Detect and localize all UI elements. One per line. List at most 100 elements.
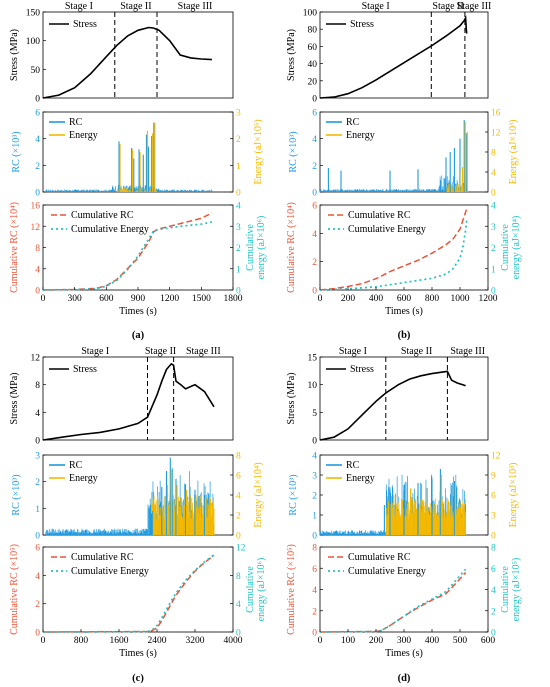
p3-x-tick-label: 400 [425, 636, 440, 646]
p0-stage-label: Stage I [65, 1, 93, 12]
p3-rc-y-tick-label: 4 [312, 452, 317, 462]
p3-stage-label: Stage II [401, 346, 432, 357]
p3-stress-y-tick-label: 10 [308, 381, 318, 391]
p2-cumen-ylabel-1: Cumulative [245, 566, 256, 613]
p2-cumen-line [42, 554, 215, 633]
p0-stress-frame [42, 11, 234, 99]
p0-x-tick-label: 1800 [224, 294, 243, 304]
p3-energy-ylabel: Energy (aJ×10³) [508, 463, 519, 528]
p0-stress-y-tick-label: 150 [26, 9, 41, 19]
p2-stress-y-tick-label: 0 [35, 437, 40, 447]
p3-rc-ylabel: RC (×10³) [288, 474, 299, 515]
p0-cumen-y-tick-label: 1 [236, 265, 241, 275]
p1-rc-y-tick-label: 4 [312, 135, 317, 145]
p3-x-tick-label: 600 [481, 636, 496, 646]
p1-stress-y-tick-label: 0 [312, 95, 317, 105]
p1-x-tick-label: 400 [369, 294, 384, 304]
p0-rc-y-tick-label: 2 [35, 162, 40, 172]
p3-energy-y-tick-label: 12 [491, 452, 501, 462]
p2-cumen-y-tick-label: 12 [236, 544, 246, 554]
p1-cumen-y-tick-label: 4 [491, 202, 496, 212]
p1-cumen-y-tick-label: 2 [491, 244, 496, 254]
p1-stress-legend: Stress [350, 19, 374, 30]
p1-energy-y-tick-label: 0 [491, 189, 496, 199]
p3-cumen-ylabel-2: energy (aJ×10⁵) [511, 558, 522, 622]
p1-energy-y-tick-label: 16 [491, 109, 501, 119]
p3-rc-y-tick-label: 0 [312, 532, 317, 542]
p2-cumrc-y-tick-label: 4 [35, 572, 40, 582]
p0-energy-y-tick-label: 3 [236, 109, 241, 119]
p3-energy-y-tick-label: 9 [491, 472, 496, 482]
p1-cumen-y-tick-label: 0 [491, 287, 496, 297]
p0-stage-label: Stage III [178, 1, 213, 12]
p3-stress-legend: Stress [350, 364, 374, 375]
p3-stage-label: Stage III [450, 346, 485, 357]
p1-x-tick-label: 0 [318, 294, 323, 304]
p0-stress-y-tick-label: 0 [35, 95, 40, 105]
p0-stress-y-tick-label: 50 [31, 66, 41, 76]
p2-cumen-ylabel-2: energy (aJ×10⁶) [256, 558, 267, 622]
p2-energy-legend: Energy [69, 473, 98, 484]
p3-x-tick-label: 100 [341, 636, 356, 646]
p1-cumrc-legend: Cumulative RC [348, 210, 411, 221]
p2-cumrc-line [42, 554, 215, 633]
p0-x-tick-label: 900 [131, 294, 146, 304]
p3-energy-y-tick-label: 6 [491, 492, 496, 502]
p1-energy-y-tick-label: 8 [491, 149, 496, 159]
p3-x-tick-label: 500 [453, 636, 468, 646]
p2-cumrc-legend: Cumulative RC [71, 552, 134, 563]
p1-x-tick-label: 1000 [451, 294, 470, 304]
p1-cumen-line [319, 217, 468, 291]
p3-cumen-y-tick-label: 8 [491, 544, 496, 554]
p0-x-tick-label: 300 [68, 294, 83, 304]
p1-x-tick-label: 1200 [479, 294, 498, 304]
p0-cumrc-line [42, 212, 213, 291]
p0-cumrc-y-tick-label: 16 [31, 202, 41, 212]
p0-cumrc-y-tick-label: 12 [31, 223, 41, 233]
p2-stress-ylabel: Stress (MPa) [9, 373, 20, 425]
p3-cumrc-y-tick-label: 6 [312, 565, 317, 575]
p3-cumen-ylabel-1: Cumulative [500, 566, 511, 613]
p1-x-tick-label: 600 [397, 294, 412, 304]
p1-cumen-ylabel-1: Cumulative [500, 224, 511, 271]
p0-stress-y-tick-label: 100 [26, 37, 41, 47]
p3-cumrc-ylabel: Cumulative RC (×10⁵) [286, 544, 297, 635]
p1-stress-y-tick-label: 20 [308, 77, 318, 87]
p1-rc-y-tick-label: 6 [312, 109, 317, 119]
p3-cumrc-y-tick-label: 8 [312, 544, 317, 554]
p2-rc-y-tick-label: 3 [35, 452, 40, 462]
p2-stress-y-tick-label: 4 [35, 409, 40, 419]
p1-cumrc-y-tick-label: 0 [312, 287, 317, 297]
p2-stage-label: Stage III [186, 346, 221, 357]
p2-stress-legend: Stress [73, 364, 97, 375]
p2-cumrc-y-tick-label: 2 [35, 600, 40, 610]
p2-energy-y-tick-label: 0 [236, 532, 241, 542]
p1-energy-ylabel: Energy (aJ×10³) [508, 120, 519, 185]
p0-stress-line [42, 26, 212, 99]
p3-cumen-y-tick-label: 4 [491, 586, 496, 596]
p2-x-label: Times (s) [119, 648, 157, 659]
p2-x-tick-label: 4000 [224, 636, 243, 646]
p0-energy-ylabel: Energy (aJ×10⁵) [253, 119, 264, 184]
p2-rc-y-tick-label: 2 [35, 478, 40, 488]
p2-x-tick-label: 2400 [148, 636, 167, 646]
p0-x-tick-label: 0 [41, 294, 46, 304]
p3-rc-y-tick-label: 2 [312, 492, 317, 502]
p0-cumrc-y-tick-label: 0 [35, 287, 40, 297]
p2-x-tick-label: 0 [41, 636, 46, 646]
p3-x-tick-label: 0 [318, 636, 323, 646]
p3-rc-y-tick-label: 1 [312, 512, 317, 522]
p0-cumen-legend: Cumulative Energy [71, 224, 149, 235]
p0-cumen-y-tick-label: 3 [236, 223, 241, 233]
p3-energy-legend: Energy [346, 473, 375, 484]
p2-cumrc-y-tick-label: 6 [35, 544, 40, 554]
p0-rc-legend: RC [69, 117, 83, 128]
p3-cumen-legend: Cumulative Energy [348, 566, 426, 577]
p0-energy-y-tick-label: 2 [236, 135, 241, 145]
p3-cumen-y-tick-label: 2 [491, 607, 496, 617]
p3-energy-y-tick-label: 3 [491, 512, 496, 522]
p1-energy-y-tick-label: 4 [491, 169, 496, 179]
p3-cumrc-y-tick-label: 4 [312, 586, 317, 596]
p2-cumen-y-tick-label: 0 [236, 629, 241, 639]
